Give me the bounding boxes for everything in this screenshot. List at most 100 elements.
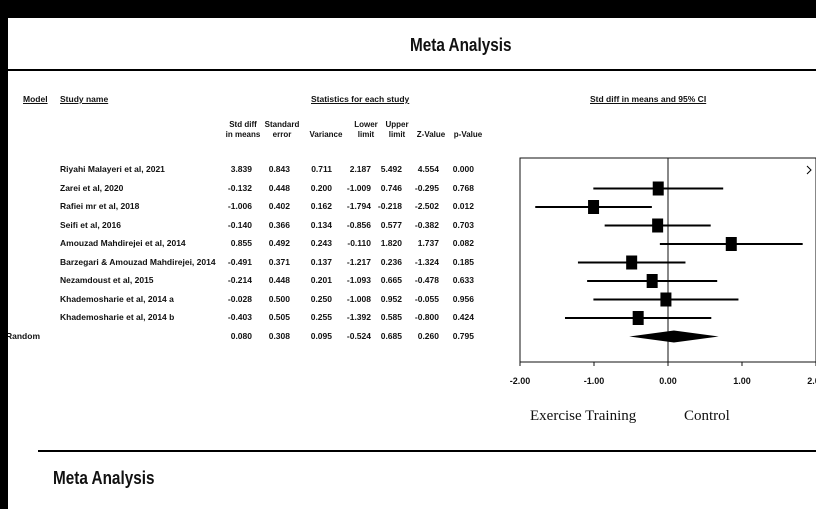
point-estimate <box>660 292 672 307</box>
lower-limit-value: -1.008 <box>346 293 371 304</box>
summary-diamond <box>629 330 719 343</box>
std-diff-value: -1.006 <box>227 201 252 211</box>
footer-title: Meta Analysis <box>53 468 155 488</box>
col-header-std-diff: Std diff in means <box>225 120 261 139</box>
upper-limit-value: 0.585 <box>380 312 402 322</box>
std-diff-value: -0.403 <box>227 312 252 322</box>
std-diff-value: -0.491 <box>227 256 252 267</box>
upper-limit-value: 0.746 <box>380 182 402 193</box>
study-name: Zarei et al, 2020 <box>60 182 124 193</box>
p-value-value: 0.633 <box>452 275 474 285</box>
lower-limit-value: -0.856 <box>346 219 371 230</box>
p-value-value: 0.768 <box>452 182 474 193</box>
z-value-value: 0.260 <box>417 330 439 341</box>
col-header-variance: Variance <box>309 130 343 139</box>
x-tick-label: 1.00 <box>733 376 751 386</box>
top-rule <box>8 69 816 71</box>
p-value-value: 0.703 <box>452 219 474 230</box>
upper-limit-value: 0.577 <box>380 219 402 230</box>
study-name: Rafiei mr et al, 2018 <box>60 201 140 211</box>
p-value-value: 0.012 <box>452 201 474 211</box>
std-diff-value: -0.214 <box>227 275 252 285</box>
x-tick-label: 0.00 <box>659 376 677 386</box>
col-header-statistics: Statistics for each study <box>311 94 410 104</box>
model-label: Random <box>8 330 40 341</box>
lower-limit-value: -1.392 <box>346 312 371 322</box>
standard-error-value: 0.402 <box>268 201 290 211</box>
standard-error-value: 0.371 <box>268 256 290 267</box>
favors-right-label: Control <box>684 408 730 424</box>
standard-error-value: 0.308 <box>268 330 290 341</box>
z-value-value: 1.737 <box>417 238 439 248</box>
z-value-value: -0.800 <box>414 312 439 322</box>
standard-error-value: 0.448 <box>268 275 290 285</box>
z-value-value: -0.382 <box>414 219 439 230</box>
upper-limit-value: 0.685 <box>380 330 402 341</box>
upper-limit-value: 0.952 <box>380 293 402 304</box>
point-estimate <box>725 237 737 251</box>
std-diff-value: -0.028 <box>227 293 252 304</box>
p-value-value: 0.082 <box>452 238 474 248</box>
p-value-value: 0.795 <box>452 330 474 341</box>
z-value-value: -2.502 <box>414 201 439 211</box>
forest-plot: -2.00 -1.00 0.00 1.00 2.00 <box>510 157 816 386</box>
study-name: Riyahi Malayeri et al, 2021 <box>60 164 165 174</box>
report-title: Meta Analysis <box>410 35 512 55</box>
p-value-value: 0.956 <box>452 293 474 304</box>
upper-limit-value: 0.665 <box>380 275 402 285</box>
standard-error-value: 0.448 <box>268 182 290 193</box>
study-name: Seifi et al, 2016 <box>60 219 121 230</box>
variance-value: 0.243 <box>310 238 332 248</box>
variance-value: 0.201 <box>310 275 332 285</box>
z-value-value: 4.554 <box>417 164 439 174</box>
z-value-value: -1.324 <box>414 256 439 267</box>
study-name: Khademosharie et al, 2014 a <box>60 293 174 304</box>
z-value-value: -0.295 <box>414 182 439 193</box>
standard-error-value: 0.500 <box>268 293 290 304</box>
x-tick-label: -1.00 <box>584 376 605 386</box>
variance-value: 0.255 <box>310 312 332 322</box>
study-name: Amouzad Mahdirejei et al, 2014 <box>60 238 186 248</box>
lower-limit-value: 2.187 <box>349 164 371 174</box>
variance-value: 0.711 <box>311 164 332 174</box>
section-rule <box>38 450 816 452</box>
col-header-study-name: Study name <box>60 94 109 104</box>
std-diff-value: 0.855 <box>230 238 252 248</box>
variance-value: 0.095 <box>310 330 332 341</box>
meta-analysis-report: Meta Analysis Model Study name Statistic… <box>8 18 816 509</box>
std-diff-value: -0.140 <box>227 219 252 230</box>
standard-error-value: 0.505 <box>268 312 290 322</box>
upper-limit-value: 0.236 <box>380 256 402 267</box>
point-estimate <box>588 200 600 214</box>
study-name: Barzegari & Amouzad Mahdirejei, 2014 <box>60 256 216 267</box>
variance-value: 0.250 <box>310 293 332 304</box>
p-value-value: 0.424 <box>452 312 474 322</box>
standard-error-value: 0.843 <box>268 164 290 174</box>
z-value-value: -0.478 <box>414 275 439 285</box>
p-value-value: 0.185 <box>452 256 474 267</box>
variance-value: 0.200 <box>310 182 332 193</box>
lower-limit-value: -1.217 <box>346 256 371 267</box>
lower-limit-value: -0.524 <box>346 330 371 341</box>
upper-limit-value: 1.820 <box>380 238 402 248</box>
std-diff-value: 3.839 <box>230 164 252 174</box>
col-header-standard-error: Standard error <box>264 120 300 139</box>
variance-value: 0.134 <box>310 219 332 230</box>
x-tick-label: -2.00 <box>510 376 531 386</box>
point-estimate <box>652 181 664 196</box>
standard-error-value: 0.366 <box>268 219 290 230</box>
col-header-model: Model <box>23 94 48 104</box>
favors-left-label: Exercise Training <box>530 408 637 424</box>
point-estimate <box>632 311 644 325</box>
lower-limit-value: -1.009 <box>346 182 371 193</box>
point-estimate <box>626 255 638 270</box>
col-header-z-value: Z-Value <box>416 130 446 139</box>
upper-limit-value: 5.492 <box>380 164 402 174</box>
col-header-lower-limit: Lower limit <box>354 120 378 139</box>
study-name: Khademosharie et al, 2014 b <box>60 312 175 322</box>
p-value-value: 0.000 <box>452 164 474 174</box>
study-name: Nezamdoust et al, 2015 <box>60 275 154 285</box>
standard-error-value: 0.492 <box>268 238 290 248</box>
point-estimate <box>646 274 658 288</box>
col-header-forest: Std diff in means and 95% CI <box>590 94 707 104</box>
